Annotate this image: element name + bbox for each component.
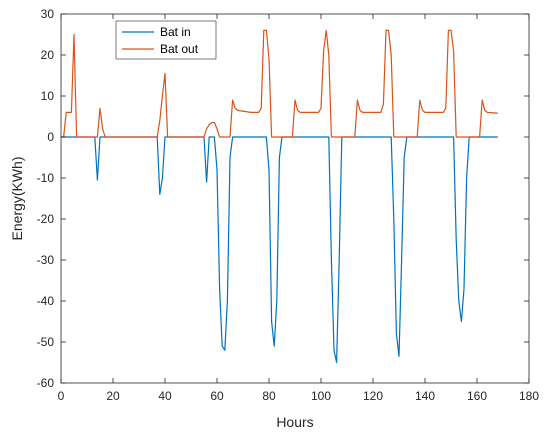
axes-box — [60, 13, 530, 384]
x-tick-label: 0 — [58, 389, 65, 403]
y-tick-label: -50 — [37, 335, 55, 349]
legend-label-bat-in: Bat in — [160, 25, 191, 39]
x-axis-label: Hours — [276, 414, 313, 430]
x-tick-label: 60 — [210, 389, 224, 403]
legend-box — [115, 20, 217, 60]
x-tick-label: 180 — [519, 389, 539, 403]
x-tick-label: 100 — [311, 389, 331, 403]
y-tick-label: -30 — [37, 253, 55, 267]
ticks-group: 0 20 40 60 80 100 120 140 160 180-60-50-40-30-20-… — [37, 7, 540, 403]
legend-label-bat-out: Bat out — [160, 42, 199, 56]
x-tick-label: 80 — [262, 389, 276, 403]
y-tick-label: 20 — [41, 48, 55, 62]
y-axis-label: Energy(KWh) — [9, 156, 25, 240]
series-group — [61, 29, 498, 364]
y-tick-label: 30 — [41, 7, 55, 21]
y-tick-label: 0 — [47, 130, 54, 144]
axes-group — [60, 13, 530, 384]
legend: Bat in Bat out — [115, 20, 217, 60]
x-tick-label: 20 — [106, 389, 120, 403]
x-tick-label: 120 — [363, 389, 383, 403]
series-line-bat-out — [61, 29, 498, 138]
x-tick-label: 140 — [415, 389, 435, 403]
y-tick-label: -60 — [37, 376, 55, 390]
x-tick-label: 40 — [158, 389, 172, 403]
y-tick-label: -40 — [37, 294, 55, 308]
y-tick-label: -20 — [37, 212, 55, 226]
y-tick-label: 10 — [41, 89, 55, 103]
x-tick-label: 160 — [467, 389, 487, 403]
y-tick-label: -10 — [37, 171, 55, 185]
plot-area — [61, 14, 529, 383]
